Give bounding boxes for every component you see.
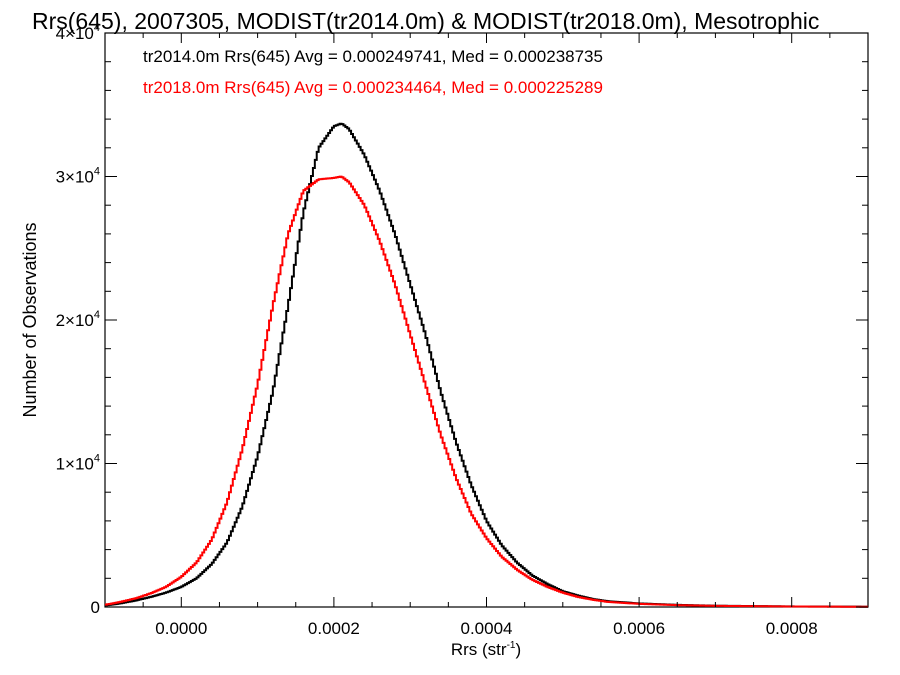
series-line-1 (105, 175, 868, 608)
series-layer (105, 122, 868, 608)
x-tick-label: 0.0000 (155, 619, 207, 638)
y-tick-label: 3×104 (56, 166, 100, 187)
series-line-0 (105, 122, 868, 608)
x-tick-label: 0.0006 (613, 619, 665, 638)
x-tick-label: 0.0002 (308, 619, 360, 638)
y-tick-label: 0 (91, 598, 100, 617)
x-axis-label-text: Rrs (str (451, 640, 507, 659)
y-tick-label: 4×104 (56, 22, 100, 43)
axes-layer: 0.0000 0.0002 0.0004 0.0006 0.0008 0 1×104 2×10… (56, 22, 868, 638)
x-tick-label: 0.0004 (461, 619, 513, 638)
x-axis-label-sup: -1 (507, 640, 516, 651)
annotation-0: tr2014.0m Rrs(645) Avg = 0.000249741, Me… (143, 47, 603, 66)
x-tick-label: 0.0008 (766, 619, 818, 638)
chart-title: Rrs(645), 2007305, MODIST(tr2014.0m) & M… (32, 8, 819, 34)
annotation-layer: tr2014.0m Rrs(645) Avg = 0.000249741, Me… (143, 47, 603, 97)
x-axis-label: Rrs (str-1) (451, 640, 521, 659)
y-axis-label: Number of Observations (20, 222, 40, 417)
y-tick-label: 1×104 (56, 453, 100, 474)
x-axis-label-close: ) (515, 640, 521, 659)
y-tick-label: 2×104 (56, 309, 100, 330)
annotation-1: tr2018.0m Rrs(645) Avg = 0.000234464, Me… (143, 78, 603, 97)
